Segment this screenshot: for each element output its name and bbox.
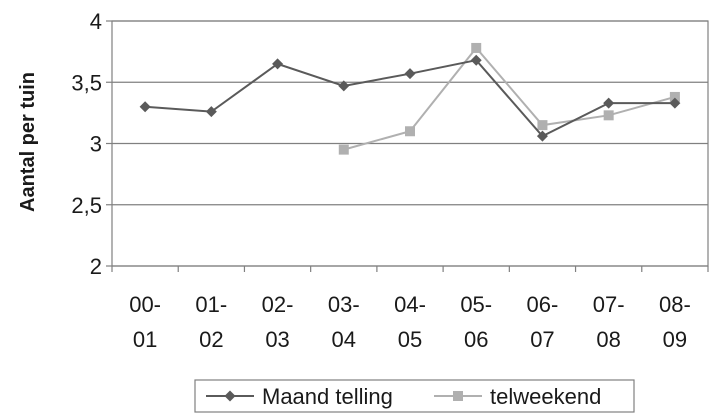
data-point: [405, 126, 415, 137]
y-axis-ticks: 2 2,5 3 3,5 4: [71, 9, 112, 279]
x-axis: 00- 01 01- 02 02- 03 03- 04 04- 05 05- 06 06- 07 07- 08…: [111, 266, 709, 352]
x-tick-label-line1: 01-: [195, 292, 227, 317]
data-point: [338, 80, 350, 92]
x-tick-label-line1: 06-: [527, 292, 559, 317]
x-tick-label-line1: 04-: [394, 292, 426, 317]
y-tick-label: 4: [90, 9, 102, 34]
data-point: [669, 91, 680, 102]
legend-entry-telweekend: telweekend: [434, 384, 601, 409]
y-tick-label: 2: [90, 254, 102, 279]
legend-entry-maand-telling: Maand telling: [206, 384, 393, 409]
x-tick-label-line1: 05-: [460, 292, 492, 317]
data-point: [603, 97, 615, 109]
x-tick-label-line2: 03: [265, 327, 289, 352]
data-point: [536, 130, 548, 142]
data-point: [338, 144, 349, 155]
data-point: [404, 68, 416, 80]
x-tick-label-line2: 06: [464, 327, 488, 352]
y-axis-title: Aantal per tuin: [17, 72, 39, 212]
data-point: [537, 120, 548, 131]
data-point: [470, 54, 482, 66]
data-point: [603, 110, 614, 121]
x-tick-label-line1: 08-: [659, 292, 691, 317]
legend-label: Maand telling: [262, 384, 393, 409]
data-point: [205, 106, 217, 118]
x-tick-label-line1: 07-: [593, 292, 625, 317]
x-tick-label-line2: 08: [596, 327, 620, 352]
x-tick-label-line2: 02: [199, 327, 223, 352]
legend-marker-swatch: [453, 391, 463, 401]
y-tick-label: 3,5: [71, 70, 102, 95]
x-tick-label-line1: 02-: [262, 292, 294, 317]
x-tick-label-line1: 03-: [328, 292, 360, 317]
y-tick-label: 3: [90, 132, 102, 157]
legend-label: telweekend: [490, 384, 601, 409]
legend: Maand telling telweekend: [194, 379, 635, 413]
series-1: [338, 42, 680, 155]
plot-area-frame: [111, 20, 709, 267]
y-tick-label: 2,5: [71, 193, 102, 218]
legend-box: [194, 379, 635, 413]
x-tick-label-line1: 00-: [129, 292, 161, 317]
gridlines: [112, 20, 708, 267]
x-tick-label-line2: 07: [530, 327, 554, 352]
x-tick-label-line2: 01: [133, 327, 157, 352]
legend-marker-swatch: [224, 390, 236, 402]
data-point: [471, 42, 482, 53]
series-line: [343, 46, 676, 151]
data-point: [669, 97, 681, 109]
x-tick-label-line2: 09: [663, 327, 687, 352]
data-point: [139, 101, 151, 113]
series-0: [139, 54, 681, 142]
data-series: [139, 42, 681, 155]
x-tick-label-line2: 05: [398, 327, 422, 352]
x-tick-label-line2: 04: [332, 327, 356, 352]
data-point: [272, 58, 284, 70]
